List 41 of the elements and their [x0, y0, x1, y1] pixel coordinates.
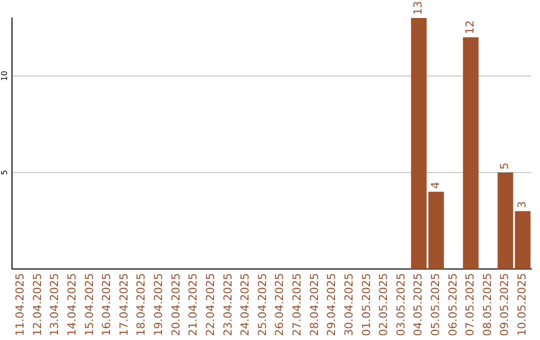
x-tick-label: 11.04.2025 [14, 273, 27, 336]
x-tick-label: 25.04.2025 [256, 273, 269, 336]
data-label: 3 [516, 201, 529, 208]
data-label: 12 [464, 20, 477, 34]
x-tick-label: 12.04.2025 [30, 273, 44, 336]
x-tick-label: 23.04.2025 [221, 273, 234, 336]
data-label: 13 [412, 1, 425, 15]
x-tick-label: 21.04.2025 [186, 273, 200, 336]
x-tick-label: 30.04.2025 [342, 273, 356, 336]
x-tick-label: 22.04.2025 [204, 273, 217, 336]
bar [514, 211, 530, 270]
bar [462, 37, 479, 270]
x-tick-label: 03.05.2025 [394, 273, 408, 336]
data-label: 4 [429, 182, 442, 189]
x-tick-label: 07.05.2025 [464, 273, 477, 336]
x-tick-label: 13.04.2025 [48, 273, 62, 336]
x-tick-label: 28.04.2025 [308, 273, 321, 336]
x-tick-label: 05.05.2025 [429, 273, 442, 336]
x-tick-label: 06.05.2025 [446, 273, 460, 336]
x-tick-label: 29.04.2025 [325, 273, 338, 336]
x-tick-label: 09.05.2025 [498, 273, 512, 336]
x-tick-label: 08.05.2025 [480, 273, 494, 336]
x-tick-label: 14.04.2025 [65, 273, 78, 336]
y-tick-label: 10 [0, 70, 10, 82]
x-tick-label: 15.04.2025 [82, 273, 96, 336]
x-tick-label: 24.04.2025 [238, 273, 252, 336]
bar [411, 18, 427, 270]
x-tick-label: 26.04.2025 [273, 273, 286, 336]
x-tick-label: 02.05.2025 [377, 273, 390, 336]
x-tick-label: 19.04.2025 [152, 273, 166, 336]
x-tick-label: 27.04.2025 [290, 273, 304, 336]
x-tick-label: 17.04.2025 [117, 273, 130, 336]
x-tick-label: 16.04.2025 [100, 273, 114, 336]
x-tick-label: 20.04.2025 [169, 273, 182, 336]
x-tick-label: 04.05.2025 [412, 273, 425, 336]
x-tick-label: 10.05.2025 [516, 273, 529, 336]
bar [498, 172, 514, 270]
data-label: 5 [498, 162, 512, 170]
x-tick-label: 01.05.2025 [360, 273, 373, 336]
x-tick-label: 18.04.2025 [134, 273, 148, 336]
bar [428, 192, 444, 270]
